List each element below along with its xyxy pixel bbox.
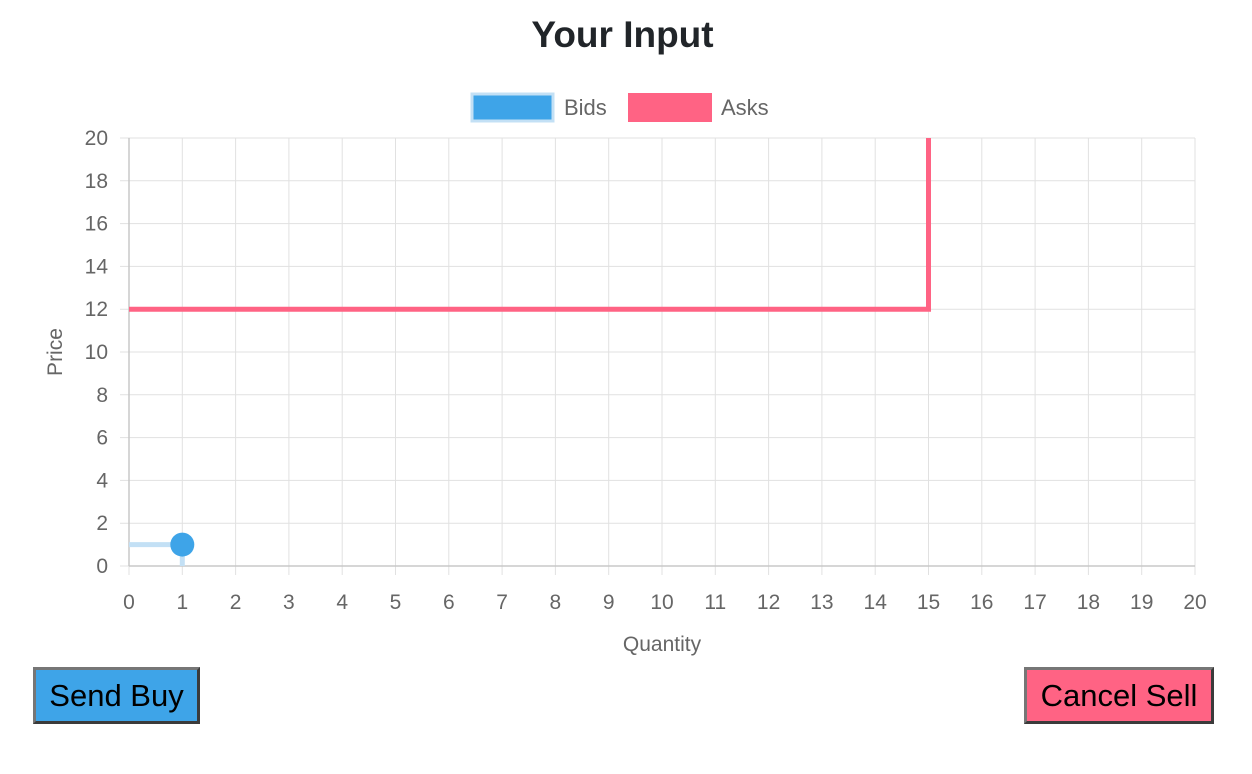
- cancel-sell-button[interactable]: Cancel Sell: [1024, 667, 1214, 724]
- x-tick-label: 18: [1077, 591, 1100, 614]
- y-tick-label: 0: [96, 555, 108, 578]
- y-tick-label: 10: [85, 341, 108, 364]
- x-tick-label: 16: [970, 591, 993, 614]
- x-tick-label: 6: [443, 591, 455, 614]
- chart-title: Your Input: [531, 14, 714, 55]
- x-tick-label: 17: [1023, 591, 1046, 614]
- x-tick-label: 4: [336, 591, 348, 614]
- y-tick-label: 16: [85, 213, 108, 236]
- y-tick-label: 4: [96, 469, 108, 492]
- y-tick-label: 18: [85, 170, 108, 193]
- x-axis-title: Quantity: [623, 633, 702, 656]
- send-buy-button[interactable]: Send Buy: [33, 667, 200, 724]
- y-tick-label: 14: [85, 255, 109, 278]
- x-tick-label: 1: [176, 591, 188, 614]
- x-tick-label: 10: [650, 591, 673, 614]
- y-tick-label: 2: [96, 512, 108, 535]
- y-tick-label: 12: [85, 298, 108, 321]
- x-tick-label: 7: [496, 591, 508, 614]
- grid: [120, 137, 1196, 575]
- bids-point: [170, 532, 195, 557]
- x-tick-label: 0: [123, 591, 135, 614]
- y-tick-label: 6: [96, 427, 108, 450]
- series-layer: [129, 138, 931, 566]
- x-tick-label: 14: [864, 591, 888, 614]
- x-tick-label: 2: [230, 591, 242, 614]
- legend[interactable]: Bids Asks: [470, 92, 769, 123]
- asks-line: [129, 138, 931, 312]
- legend-bids-swatch[interactable]: [470, 92, 555, 123]
- order-chart: 0 1 2 3 4 5 6 7 8 9 10 11 12 13 14 15 16 17 18 19 2002468101…: [44, 92, 1207, 656]
- x-tick-label: 19: [1130, 591, 1153, 614]
- x-tick-label: 3: [283, 591, 295, 614]
- y-tick-label: 20: [85, 127, 108, 150]
- x-tick-label: 11: [704, 591, 726, 614]
- x-tick-label: 12: [757, 591, 780, 614]
- legend-asks-swatch[interactable]: [628, 93, 712, 122]
- y-tick-label: 8: [96, 384, 108, 407]
- legend-bids-label[interactable]: Bids: [564, 95, 607, 120]
- tick-labels: 0 1 2 3 4 5 6 7 8 9 10 11 12 13 14 15 16 17 18 19 2002468101…: [85, 127, 1207, 614]
- x-tick-label: 9: [603, 591, 615, 614]
- y-axis-title: Price: [44, 328, 67, 376]
- x-tick-label: 13: [810, 591, 833, 614]
- x-tick-label: 15: [917, 591, 940, 614]
- x-tick-label: 5: [390, 591, 402, 614]
- legend-asks-label[interactable]: Asks: [721, 95, 769, 120]
- x-tick-label: 8: [550, 591, 562, 614]
- x-tick-label: 20: [1183, 591, 1206, 614]
